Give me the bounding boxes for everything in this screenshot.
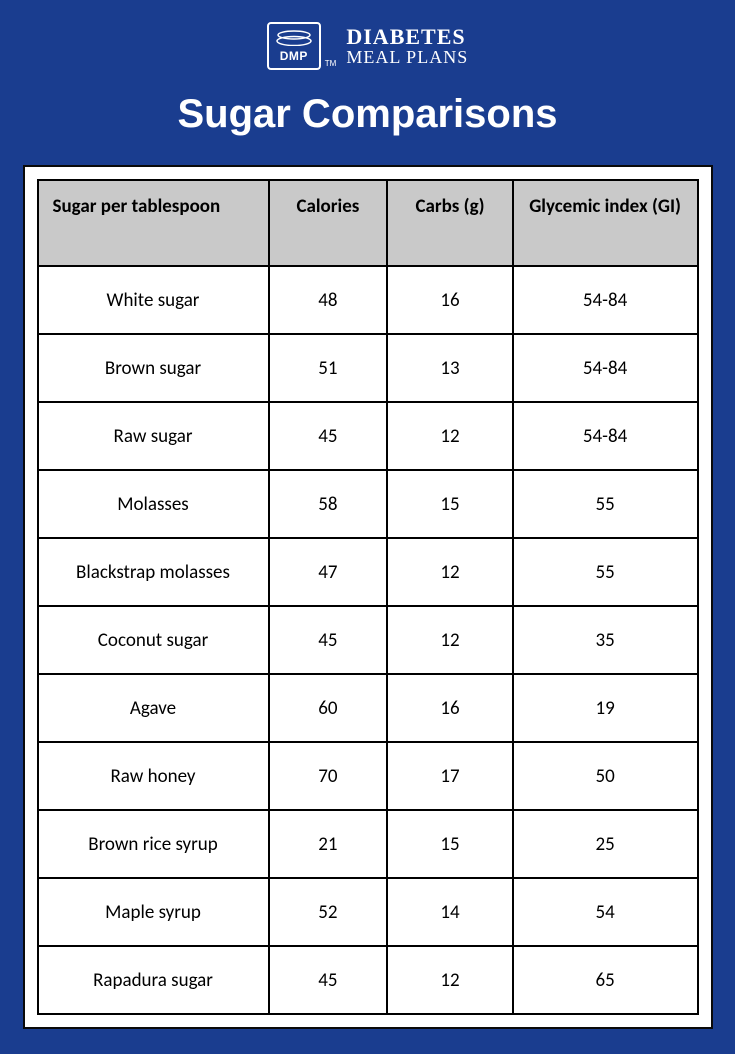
table-cell: 25 <box>513 810 698 878</box>
logo-line2: MEAL PLANS <box>346 48 468 67</box>
table-cell: Molasses <box>38 470 269 538</box>
table-cell: 55 <box>513 538 698 606</box>
table-cell: 52 <box>269 878 388 946</box>
logo-wordmark: DIABETES MEAL PLANS <box>346 25 468 67</box>
table-cell: Rapadura sugar <box>38 946 269 1014</box>
col-header-sugar: Sugar per tablespoon <box>38 180 269 266</box>
table-cell: 65 <box>513 946 698 1014</box>
table-row: Maple syrup521454 <box>38 878 698 946</box>
table-cell: 14 <box>387 878 512 946</box>
table-cell: 45 <box>269 606 388 674</box>
table-cell: 47 <box>269 538 388 606</box>
table-header-row: Sugar per tablespoon Calories Carbs (g) … <box>38 180 698 266</box>
table-cell: 58 <box>269 470 388 538</box>
table-cell: 54 <box>513 878 698 946</box>
col-header-carbs: Carbs (g) <box>387 180 512 266</box>
logo-line1: DIABETES <box>346 25 468 48</box>
table-cell: Coconut sugar <box>38 606 269 674</box>
table-cell: 12 <box>387 606 512 674</box>
table-row: Agave601619 <box>38 674 698 742</box>
table-cell: 50 <box>513 742 698 810</box>
table-cell: 12 <box>387 946 512 1014</box>
table-cell: 19 <box>513 674 698 742</box>
table-row: White sugar481654-84 <box>38 266 698 334</box>
table-cell: Agave <box>38 674 269 742</box>
table-cell: 15 <box>387 810 512 878</box>
col-header-calories: Calories <box>269 180 388 266</box>
table-cell: Brown rice syrup <box>38 810 269 878</box>
table-row: Raw sugar451254-84 <box>38 402 698 470</box>
table-body: White sugar481654-84Brown sugar511354-84… <box>38 266 698 1014</box>
table-cell: 48 <box>269 266 388 334</box>
table-cell: Raw honey <box>38 742 269 810</box>
table-cell: 35 <box>513 606 698 674</box>
table-cell: White sugar <box>38 266 269 334</box>
plate-icon <box>276 30 312 46</box>
table-row: Rapadura sugar451265 <box>38 946 698 1014</box>
logo-trademark: TM <box>325 59 337 68</box>
table-cell: 12 <box>387 538 512 606</box>
table-cell: 17 <box>387 742 512 810</box>
table-cell: 12 <box>387 402 512 470</box>
table-row: Coconut sugar451235 <box>38 606 698 674</box>
table-row: Brown sugar511354-84 <box>38 334 698 402</box>
table-cell: 45 <box>269 946 388 1014</box>
page-title: Sugar Comparisons <box>177 92 557 137</box>
table-row: Raw honey701750 <box>38 742 698 810</box>
table-cell: Maple syrup <box>38 878 269 946</box>
table-cell: 21 <box>269 810 388 878</box>
table-cell: 55 <box>513 470 698 538</box>
col-header-gi: Glycemic index (GI) <box>513 180 698 266</box>
logo-badge-text: DMP <box>280 49 308 63</box>
table-container: Sugar per tablespoon Calories Carbs (g) … <box>23 165 713 1029</box>
table-cell: Blackstrap molasses <box>38 538 269 606</box>
logo-badge: DMP <box>267 22 321 70</box>
table-cell: 60 <box>269 674 388 742</box>
brand-logo: DMP TM DIABETES MEAL PLANS <box>267 22 468 70</box>
table-cell: 70 <box>269 742 388 810</box>
table-cell: 15 <box>387 470 512 538</box>
table-cell: Brown sugar <box>38 334 269 402</box>
table-row: Blackstrap molasses471255 <box>38 538 698 606</box>
table-cell: 13 <box>387 334 512 402</box>
table-cell: 45 <box>269 402 388 470</box>
table-cell: 51 <box>269 334 388 402</box>
table-cell: 54-84 <box>513 266 698 334</box>
table-cell: 16 <box>387 674 512 742</box>
table-row: Brown rice syrup211525 <box>38 810 698 878</box>
table-row: Molasses581555 <box>38 470 698 538</box>
table-cell: 54-84 <box>513 334 698 402</box>
table-cell: Raw sugar <box>38 402 269 470</box>
table-cell: 54-84 <box>513 402 698 470</box>
table-cell: 16 <box>387 266 512 334</box>
sugar-comparison-table: Sugar per tablespoon Calories Carbs (g) … <box>37 179 699 1015</box>
